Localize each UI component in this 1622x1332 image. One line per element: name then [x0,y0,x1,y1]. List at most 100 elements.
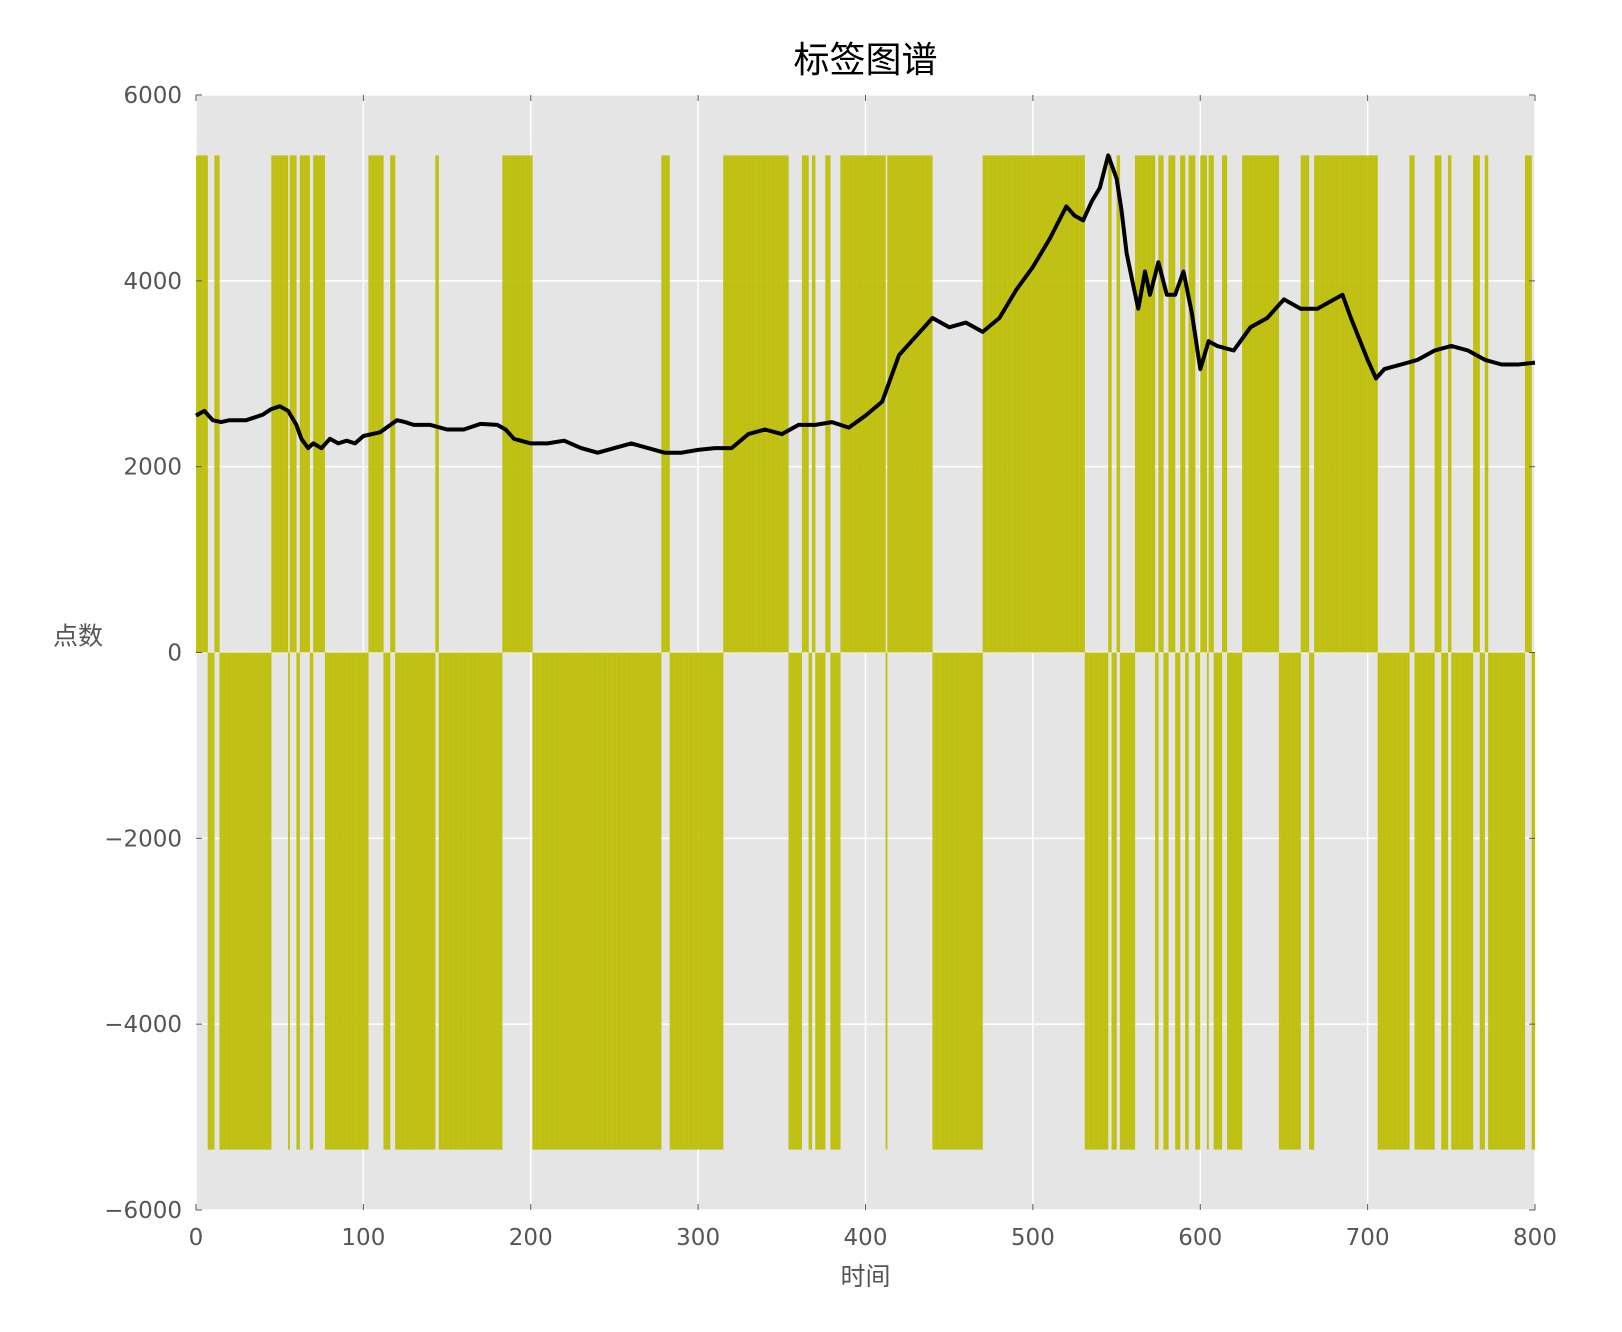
bar [514,155,516,652]
bar [1306,155,1308,652]
bar [459,653,461,1150]
bar [859,155,861,652]
bar [394,155,396,652]
bar [998,155,1000,652]
bar [892,155,894,652]
bar [946,653,948,1150]
bar [305,155,307,652]
bar [1073,155,1075,652]
bar [415,653,417,1150]
bar [1327,155,1329,652]
bar [782,155,784,652]
bar [924,155,926,652]
bar [1063,155,1065,652]
bar [1301,155,1303,652]
bar [609,653,611,1150]
bar [460,653,462,1150]
bar [409,653,411,1150]
bar [1361,155,1363,652]
bar [1232,653,1234,1150]
bar [392,155,394,652]
x-axis-label: 时间 [840,1262,890,1291]
bar [847,155,849,652]
bar [474,653,476,1150]
bar [1003,155,1005,652]
bar [1075,155,1077,652]
bar [405,653,407,1150]
bar [253,653,255,1150]
bar [633,653,635,1150]
bar [1302,155,1304,652]
bar [1465,653,1467,1150]
bar [387,653,389,1150]
bar [1234,653,1236,1150]
bar [1070,155,1072,652]
bar [1450,155,1452,652]
bar [884,155,886,652]
bar [1495,653,1497,1150]
bar [993,155,995,652]
bar [613,653,615,1150]
bar [651,653,653,1150]
bar [1105,653,1107,1150]
bar [932,653,934,1150]
bar [1217,653,1219,1150]
bar [1353,155,1355,652]
bar [678,653,680,1150]
bar [789,653,791,1150]
y-tick-label: −6000 [104,1198,182,1224]
bar [1398,653,1400,1150]
bar [318,155,320,652]
bar [382,155,384,652]
bar [347,653,349,1150]
bar [872,155,874,652]
bar [1528,155,1530,652]
bar [1359,155,1361,652]
bar [442,653,444,1150]
bar [233,653,235,1150]
bar [953,653,955,1150]
bar [1254,155,1256,652]
bar [1048,155,1050,652]
bar [701,653,703,1150]
bar [1346,155,1348,652]
bar [1006,155,1008,652]
bar [320,155,322,652]
bar [1033,155,1035,652]
bar [1245,155,1247,652]
bar [1379,653,1381,1150]
bar [1512,653,1514,1150]
bar [1485,155,1487,652]
bar [317,155,319,652]
bar [1026,155,1028,652]
bar [964,653,966,1150]
bar [1324,155,1326,652]
bar [397,653,399,1150]
bar [224,653,226,1150]
bar [1028,155,1030,652]
bar [427,653,429,1150]
bar [447,653,449,1150]
bar [517,155,519,652]
bar [563,653,565,1150]
bar [1071,155,1073,652]
bar [1463,653,1465,1150]
bar [437,155,439,652]
bar [750,155,752,652]
bar [286,155,288,652]
bar [1408,653,1410,1150]
bar [229,653,231,1150]
bar [1103,653,1105,1150]
bar [939,653,941,1150]
bar [852,155,854,652]
bar [370,155,372,652]
bar [1182,155,1184,652]
bar [1083,155,1085,652]
bar [1500,653,1502,1150]
bar [260,653,262,1150]
bar [1396,653,1398,1150]
bar [1227,653,1229,1150]
bar [1242,155,1244,652]
x-tick-label: 500 [1011,1225,1055,1251]
